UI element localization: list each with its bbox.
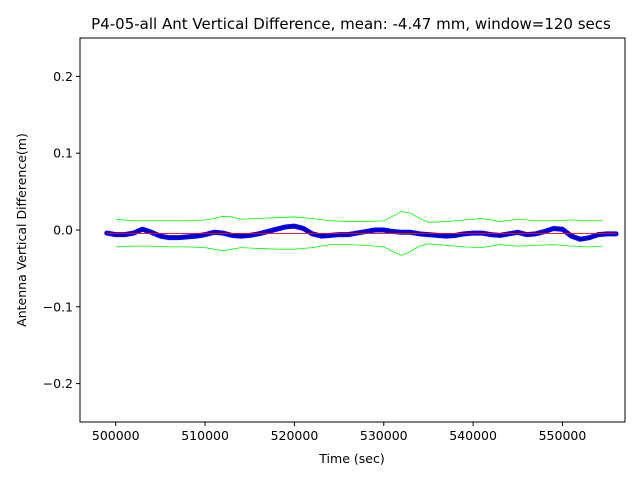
x-tick-label: 500000 [92, 428, 140, 443]
series-raw-line [106, 225, 617, 240]
x-tick-label: 520000 [271, 428, 319, 443]
x-tick-label: 540000 [449, 428, 497, 443]
series-layer [104, 211, 619, 256]
y-tick-label: −0.1 [43, 299, 73, 314]
y-tick-label: 0.2 [53, 69, 73, 84]
x-tick-label: 550000 [539, 428, 587, 443]
series-lower-envelope-line [115, 243, 603, 256]
x-axis-label: Time (sec) [318, 451, 384, 466]
y-tick-label: 0.1 [53, 146, 73, 161]
x-tick-label: 510000 [181, 428, 229, 443]
x-tick-label: 530000 [360, 428, 408, 443]
y-tick-label: −0.2 [43, 376, 73, 391]
chart-title: P4-05-all Ant Vertical Difference, mean:… [91, 15, 611, 33]
y-axis-label: Antenna Vertical Difference(m) [14, 133, 29, 327]
ticks-layer: 500000 510000 520000 530000 540000 550000 0.2 0… [43, 69, 587, 443]
series-upper-envelope-line [115, 211, 603, 223]
y-tick-label: 0.0 [53, 223, 73, 238]
plot-area-frame [79, 37, 626, 423]
